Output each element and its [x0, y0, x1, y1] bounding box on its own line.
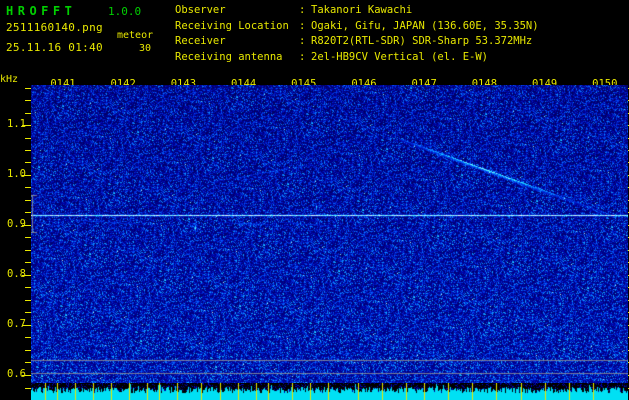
metadata-key: Receiving antenna [175, 50, 283, 63]
y-axis-tick-major [22, 125, 31, 126]
y-axis-tick-minor [25, 150, 31, 151]
y-axis-tick-minor [25, 362, 31, 363]
y-axis-tick-minor [25, 388, 31, 389]
y-axis-tick-minor [25, 337, 31, 338]
metadata-row: Receiver: R820T2(RTL-SDR) SDR-Sharp 53.37… [175, 34, 539, 50]
metadata-row: Receiving Location: Ogaki, Gifu, JAPAN (1… [175, 19, 539, 35]
y-axis-tick-minor [25, 113, 31, 114]
event-kind-label: meteor [117, 30, 154, 41]
spectrogram-canvas [31, 85, 628, 390]
amplitude-strip-canvas [31, 383, 628, 400]
y-axis-tick-label: 0.9 [7, 218, 26, 230]
y-axis-tick-minor [25, 138, 31, 139]
y-axis-tick-minor [25, 250, 31, 251]
y-axis-tick-minor [25, 88, 31, 89]
y-axis-tick-label: 0.7 [7, 318, 26, 330]
y-axis-tick-minor [25, 237, 31, 238]
y-axis-tick-major [22, 375, 31, 376]
y-axis-tick-minor [25, 287, 31, 288]
spectrogram-plot [31, 85, 628, 390]
event-count-label: 30 [139, 43, 152, 54]
y-axis-tick-major [22, 325, 31, 326]
datetime-label: 25.11.16 01:40 [6, 41, 103, 54]
y-axis-tick-major [22, 275, 31, 276]
metadata-key: Observer [175, 4, 226, 16]
metadata-separator: : [299, 4, 306, 16]
y-axis-tick-label: 0.8 [7, 268, 26, 280]
y-axis-tick-minor [25, 312, 31, 313]
amplitude-strip [31, 383, 628, 400]
metadata-separator: : [299, 35, 306, 47]
y-axis-unit-label: kHz [0, 74, 19, 85]
filename-label: 2511160140.png [6, 21, 103, 34]
y-axis-tick-major [22, 225, 31, 226]
metadata-key: Receiving Location [175, 19, 289, 32]
metadata-value: R820T2(RTL-SDR) SDR-Sharp 53.372MHz [311, 35, 533, 47]
y-axis-tick-minor [25, 262, 31, 263]
y-axis-tick-minor [25, 350, 31, 351]
y-axis-tick-minor [25, 100, 31, 101]
y-axis-tick-major [22, 175, 31, 176]
metadata-value: Ogaki, Gifu, JAPAN (136.60E, 35.35N) [311, 19, 539, 32]
header-panel: HROFFT 1.0.0 2511160140.png 25.11.16 01:… [0, 0, 629, 72]
y-axis-tick-minor [25, 300, 31, 301]
app-title: HROFFT [6, 4, 77, 18]
y-axis-tick-label: 1.1 [7, 118, 26, 130]
y-axis-tick-minor [25, 200, 31, 201]
metadata-key: Receiver [175, 35, 226, 47]
metadata-separator: : [299, 50, 306, 63]
metadata-value: 2el-HB9CV Vertical (el. E-W) [311, 50, 489, 63]
y-axis-tick-label: 0.6 [7, 368, 26, 380]
y-axis-tick-label: 1.0 [7, 168, 26, 180]
y-axis-tick-minor [25, 162, 31, 163]
y-axis-tick-minor [25, 212, 31, 213]
app-version: 1.0.0 [108, 5, 142, 18]
metadata-row: Observer: Takanori Kawachi [175, 3, 539, 19]
metadata-value: Takanori Kawachi [311, 4, 413, 16]
metadata-row: Receiving antenna:2el-HB9CV Vertical (el… [175, 50, 539, 66]
y-axis-tick-minor [25, 187, 31, 188]
metadata-separator: : [299, 19, 306, 32]
metadata-block: Observer: Takanori Kawachi Receiving Locat… [175, 3, 539, 65]
